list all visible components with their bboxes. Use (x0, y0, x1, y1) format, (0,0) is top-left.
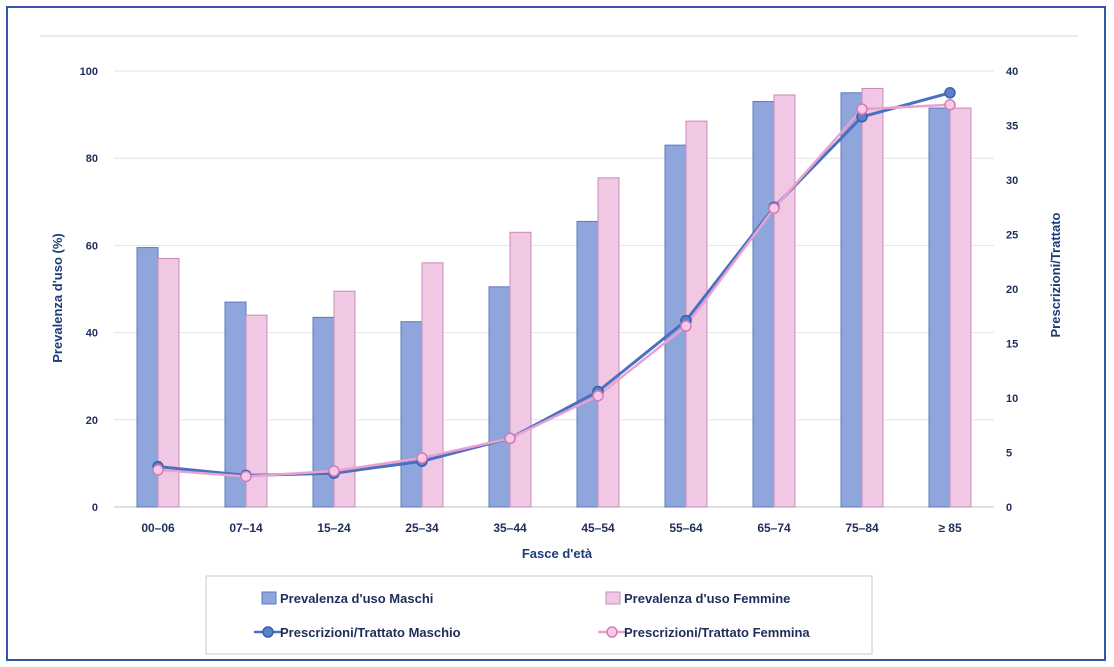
x-tick-label: 15–24 (317, 521, 351, 535)
right-tick-label: 10 (1006, 393, 1018, 405)
legend: Prevalenza d'uso Maschi Prevalenza d'uso … (254, 591, 810, 640)
bars (136, 87, 972, 508)
bar-maschi (488, 286, 511, 508)
point-femmina (328, 465, 340, 477)
y2-axis-label: Prescrizioni/Trattato (1048, 212, 1063, 337)
line-femmina (157, 103, 951, 478)
right-tick-label: 25 (1006, 230, 1018, 242)
legend-label: Prevalenza d'uso Maschi (280, 591, 433, 606)
y-axis-label: Prevalenza d'uso (%) (50, 233, 65, 363)
legend-marker (262, 626, 274, 638)
x-tick-label: 25–34 (405, 521, 439, 535)
legend-box (205, 575, 873, 655)
x-tick-label: 45–54 (581, 521, 615, 535)
bar-femmine (597, 177, 620, 508)
right-tick-label: 5 (1006, 448, 1012, 460)
legend-marker (606, 626, 618, 638)
x-tick-label: 65–74 (757, 521, 791, 535)
point-femmina (152, 464, 164, 476)
right-tick-label: 0 (1006, 502, 1012, 514)
left-tick-label: 40 (86, 328, 98, 340)
left-tick-label: 80 (86, 153, 98, 165)
bar-femmine (861, 87, 884, 508)
lines (152, 87, 956, 483)
bar-maschi (576, 220, 599, 508)
bar-maschi (312, 316, 335, 508)
point-femmina (856, 103, 868, 115)
point-femmina (680, 320, 692, 332)
x-tick-label: 07–14 (229, 521, 263, 535)
right-tick-label: 15 (1006, 339, 1018, 351)
bar-femmine (157, 257, 180, 508)
x-tick-label: 55–64 (669, 521, 703, 535)
legend-swatch (605, 591, 621, 605)
chart-frame (6, 6, 1106, 661)
point-femmina (240, 470, 252, 483)
bar-femmine (245, 314, 268, 508)
legend-label: Prevalenza d'uso Femmine (624, 591, 790, 606)
left-tick-label: 20 (86, 415, 98, 427)
legend-swatch (261, 591, 277, 605)
left-tick-label: 0 (92, 502, 98, 514)
bar-femmine (421, 262, 444, 508)
legend-label: Prescrizioni/Trattato Femmina (624, 625, 810, 640)
point-femmina (944, 99, 956, 111)
x-tick-label: 35–44 (493, 521, 527, 535)
point-femmina (768, 202, 780, 215)
right-tick-label: 35 (1006, 121, 1018, 133)
left-tick-label: 100 (80, 66, 98, 78)
x-tick-label: ≥ 85 (938, 521, 962, 535)
bar-maschi (400, 321, 423, 508)
bar-femmine (509, 231, 532, 508)
bar-maschi (840, 92, 863, 508)
right-tick-label: 40 (1006, 66, 1018, 78)
bar-femmine (333, 290, 356, 508)
bar-maschi (752, 101, 775, 508)
bar-femmine (949, 107, 972, 508)
left-axis-ticks: 0 20 40 60 80 100 (80, 66, 98, 514)
right-tick-label: 20 (1006, 284, 1018, 296)
x-axis-label: Fasce d'età (522, 546, 593, 561)
point-femmina (416, 452, 428, 464)
bar-maschi (928, 107, 951, 508)
point-femmina (592, 390, 604, 402)
right-axis-ticks: 0 5 10 15 20 25 30 35 40 (1006, 66, 1018, 514)
point-maschio (944, 87, 956, 99)
right-tick-label: 30 (1006, 175, 1018, 187)
x-axis-ticks: 00–06 07–14 15–24 25–34 35–44 45–54 55–64 65–74… (141, 521, 962, 535)
bar-femmine (773, 94, 796, 508)
point-femmina (504, 432, 516, 445)
x-tick-label: 75–84 (845, 521, 879, 535)
left-tick-label: 60 (86, 240, 98, 252)
legend-label: Prescrizioni/Trattato Maschio (280, 625, 461, 640)
x-tick-label: 00–06 (141, 521, 175, 535)
